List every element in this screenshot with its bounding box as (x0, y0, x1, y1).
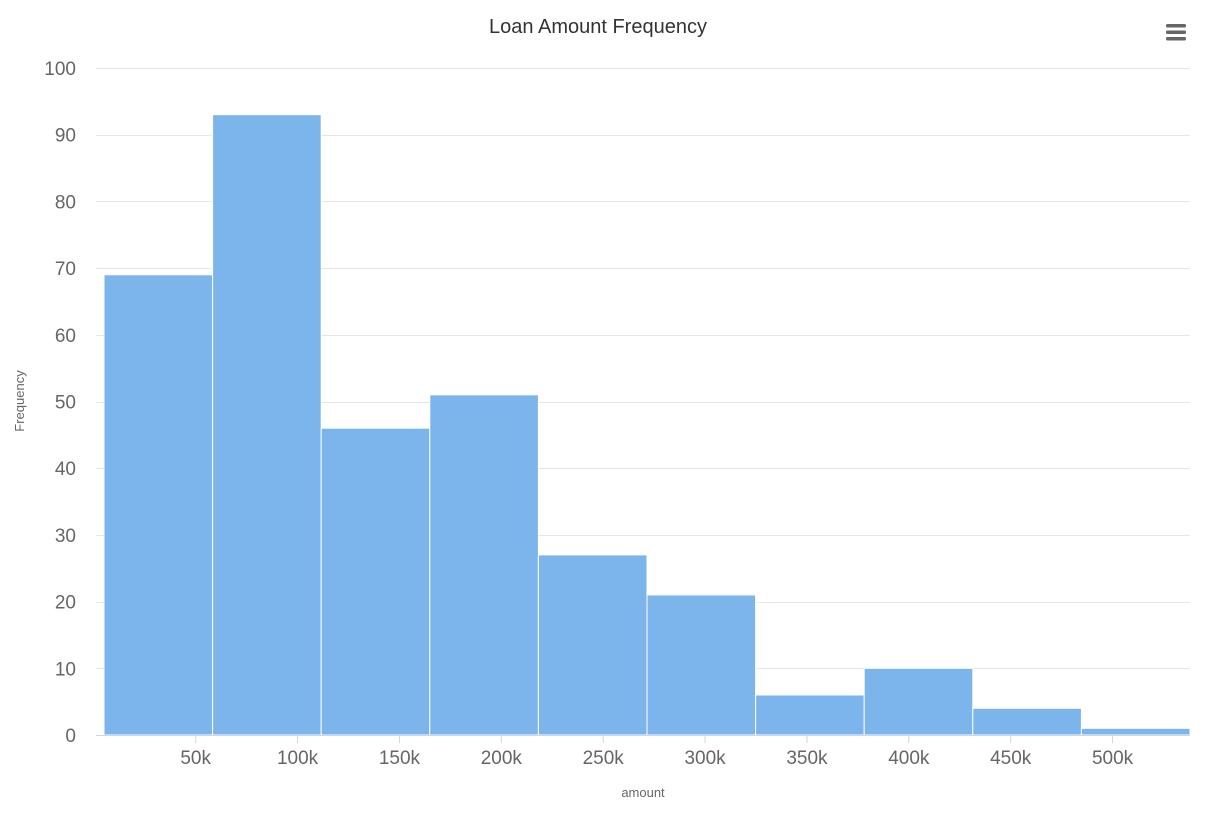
x-axis-title: amount (621, 785, 665, 800)
x-tick-label: 450k (990, 748, 1032, 769)
hamburger-menu-icon[interactable] (1162, 20, 1190, 44)
histogram-bar[interactable] (212, 114, 322, 736)
x-tick-label: 350k (786, 748, 828, 769)
histogram-bar[interactable] (972, 707, 1082, 736)
y-tick-label: 90 (55, 126, 76, 147)
x-tick-label: 300k (684, 748, 726, 769)
y-tick-label: 10 (55, 659, 76, 680)
histogram-bar[interactable] (537, 554, 648, 736)
x-tick-label: 500k (1092, 748, 1134, 769)
y-tick-label: 20 (55, 593, 76, 614)
histogram-bar[interactable] (755, 694, 865, 736)
chart-title: Loan Amount Frequency (489, 16, 707, 38)
histogram-bar[interactable] (429, 394, 539, 736)
histogram-bar[interactable] (320, 427, 431, 736)
y-tick-label: 80 (55, 192, 76, 213)
y-tick-label: 30 (55, 526, 76, 547)
x-tick-label: 150k (379, 748, 421, 769)
bars (103, 114, 1191, 736)
x-tick-label: 50k (180, 748, 211, 769)
y-tick-label: 50 (55, 393, 76, 414)
histogram-bar[interactable] (646, 594, 757, 736)
x-tick-label: 200k (481, 748, 523, 769)
histogram-bar[interactable] (103, 274, 214, 736)
y-tick-label: 0 (65, 726, 76, 747)
axes: 0 10 20 30 40 50 60 70 80 90 100 50k 100k 150k 200k 250… (44, 59, 1190, 769)
histogram-bar[interactable] (1080, 727, 1191, 736)
x-tick-label: 100k (277, 748, 319, 769)
y-tick-label: 70 (55, 259, 76, 280)
y-axis-title: Frequency (12, 370, 27, 432)
y-tick-label: 100 (44, 59, 76, 80)
x-tick-label: 400k (888, 748, 930, 769)
y-tick-label: 60 (55, 326, 76, 347)
y-tick-label: 40 (55, 459, 76, 480)
x-tick-label: 250k (583, 748, 625, 769)
histogram-bar[interactable] (863, 667, 974, 736)
